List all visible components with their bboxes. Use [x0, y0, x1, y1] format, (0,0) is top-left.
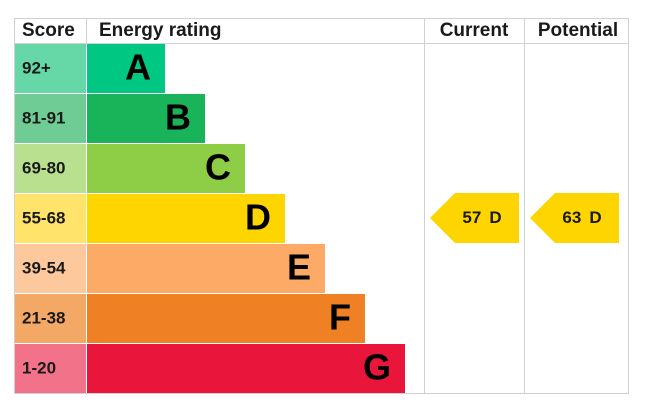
rating-bar [87, 294, 365, 343]
score-label: 81-91 [22, 108, 65, 127]
score-label: 21-38 [22, 308, 65, 327]
score-cell [15, 144, 86, 193]
current-letter: D [489, 208, 501, 227]
score-label: 92+ [22, 58, 51, 77]
current-value: 57 [462, 208, 481, 227]
score-cell [15, 194, 86, 243]
band-letter: D [245, 197, 271, 238]
frame [14, 18, 629, 394]
potential-value: 63 [562, 208, 581, 227]
rating-bar [87, 44, 165, 93]
band-letter: E [287, 247, 311, 288]
current-arrow [430, 193, 519, 243]
potential-header: Potential [538, 20, 618, 41]
rating-bar [87, 144, 245, 193]
band-letter: F [329, 297, 351, 338]
score-cell [15, 44, 86, 93]
score-cell [15, 244, 86, 293]
rating-bar [87, 344, 405, 393]
current-label: 57 D [462, 208, 501, 227]
score-cell [15, 294, 86, 343]
band-letter: C [205, 147, 231, 188]
rating-bar [87, 244, 325, 293]
score-label: 39-54 [22, 258, 66, 277]
band-letter: A [125, 47, 151, 88]
rating-bar [87, 194, 285, 243]
score-cell [15, 344, 86, 393]
score-label: 69-80 [22, 158, 65, 177]
potential-label: 63 D [562, 208, 601, 227]
band-letter: G [363, 347, 391, 388]
score-header: Score [22, 20, 75, 41]
potential-letter: D [589, 208, 601, 227]
score-label: 55-68 [22, 208, 65, 227]
score-label: 1-20 [22, 358, 56, 377]
rating-header: Energy rating [99, 20, 221, 41]
band-letter: B [165, 97, 191, 138]
potential-arrow [530, 193, 619, 243]
current-header: Current [440, 20, 509, 41]
score-cell [15, 94, 86, 143]
rating-bar [87, 94, 205, 143]
